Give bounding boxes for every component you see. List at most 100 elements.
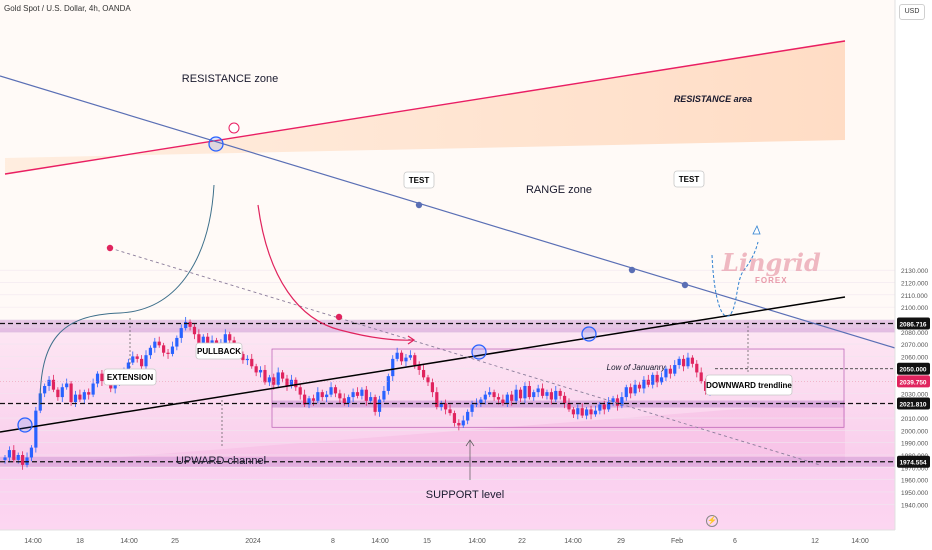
candle-body: [527, 385, 531, 398]
downward-trendline-label-box: [705, 374, 793, 396]
candle-body: [329, 387, 333, 395]
candle-body: [7, 450, 12, 458]
candle-body: [285, 378, 289, 386]
candle-body: [417, 365, 421, 370]
candle-body: [452, 413, 457, 423]
candle-body: [624, 387, 628, 398]
candle-body: [197, 334, 201, 343]
candle-body: [360, 389, 364, 396]
test-dot: [415, 201, 423, 209]
candle-body: [188, 321, 192, 327]
candle-body: [153, 341, 157, 348]
candle-body: [294, 379, 298, 388]
test-dot: [628, 266, 636, 274]
pivot-circle: [471, 344, 487, 360]
price-badge-label: 2039.750: [899, 379, 926, 386]
candle-body: [91, 383, 95, 395]
pivot-circle: [17, 417, 33, 433]
candle-body: [532, 392, 536, 398]
candle-body: [602, 404, 606, 410]
candle-body: [34, 410, 38, 448]
candle-body: [571, 409, 576, 415]
support-pointer-head: [465, 439, 475, 447]
candle-body: [78, 394, 82, 400]
lightning-icon[interactable]: ⚡: [706, 515, 718, 527]
candle-body: [184, 321, 188, 329]
candle-body: [444, 403, 448, 410]
candle-body: [479, 399, 483, 404]
candle-body: [307, 398, 311, 405]
candle-body: [421, 369, 426, 378]
pullback-label-box: [195, 342, 243, 360]
x-tick-label: 14:00: [564, 538, 582, 545]
candle-body: [135, 356, 139, 359]
candle-body: [69, 383, 73, 403]
test-right-label: TEST: [679, 175, 700, 184]
candle-body: [620, 397, 624, 406]
pullback-arrowhead: [407, 335, 416, 345]
y-tick-label: 2110.000: [901, 293, 928, 300]
x-axis-background: [0, 530, 932, 550]
candle-body: [373, 397, 377, 412]
candle-body: [162, 345, 166, 353]
candle-body: [483, 394, 487, 400]
candle-body: [65, 383, 69, 388]
candle-body: [95, 373, 100, 384]
candle-body: [695, 363, 699, 373]
candle-body: [637, 384, 642, 389]
candle-body: [391, 358, 395, 377]
candle-body: [16, 455, 20, 460]
x-tick-label: 14:00: [468, 538, 486, 545]
candle-body: [276, 372, 280, 385]
candle-body: [690, 357, 694, 364]
pivot-circle: [581, 326, 597, 342]
y-tick-label: 2100.000: [901, 305, 928, 312]
x-tick-label: 15: [423, 538, 431, 545]
extension-label-callout: EXTENSION: [103, 368, 157, 386]
brand-watermark: Lingrid: [722, 248, 821, 277]
candle-body: [580, 408, 584, 416]
candle-body: [280, 372, 285, 379]
y-tick-label: 2130.000: [901, 268, 928, 275]
candle-body: [558, 390, 562, 396]
y-tick-label: 2080.000: [901, 330, 928, 337]
candle-body: [642, 379, 646, 389]
candle-body: [395, 352, 399, 359]
upward-channel-label: UPWARD channel: [176, 455, 266, 467]
candle-body: [611, 398, 615, 403]
candle-body: [60, 387, 64, 398]
price-badge-label: 2050.000: [899, 367, 926, 374]
candle-body: [254, 366, 258, 373]
candle-body: [593, 410, 598, 415]
candle-body: [192, 326, 197, 335]
support-level-label: SUPPORT level: [426, 489, 504, 501]
candle-body: [430, 382, 435, 393]
candle-body: [47, 379, 51, 386]
x-tick-label: Feb: [671, 538, 683, 545]
candle-body: [170, 346, 175, 354]
candle-body: [316, 392, 320, 401]
price-badge-bg: [897, 317, 930, 330]
candle-body: [681, 358, 686, 367]
candle-body: [545, 392, 549, 396]
candle-body: [567, 403, 571, 410]
y-tick-label: 1940.000: [901, 502, 928, 509]
y-tick-label: 2120.000: [901, 280, 928, 287]
y-tick-label: 2070.000: [901, 342, 928, 349]
downward-trendline-label: DOWNWARD trendline: [706, 381, 792, 390]
rising-resistance-line: [4, 40, 846, 175]
candle-body: [413, 355, 417, 366]
candle-body: [523, 385, 527, 399]
candle-body: [29, 447, 34, 458]
candle-body: [382, 390, 386, 400]
candle-body: [448, 409, 452, 414]
candle-body: [659, 377, 664, 383]
candle-body: [126, 362, 130, 370]
price-badge-bg: [897, 455, 930, 468]
candle-body: [355, 392, 360, 396]
x-tick-label: 25: [171, 538, 179, 545]
candle-body: [3, 457, 7, 460]
currency-button[interactable]: USD: [899, 4, 925, 20]
y-tick-label: 2060.000: [901, 354, 928, 361]
